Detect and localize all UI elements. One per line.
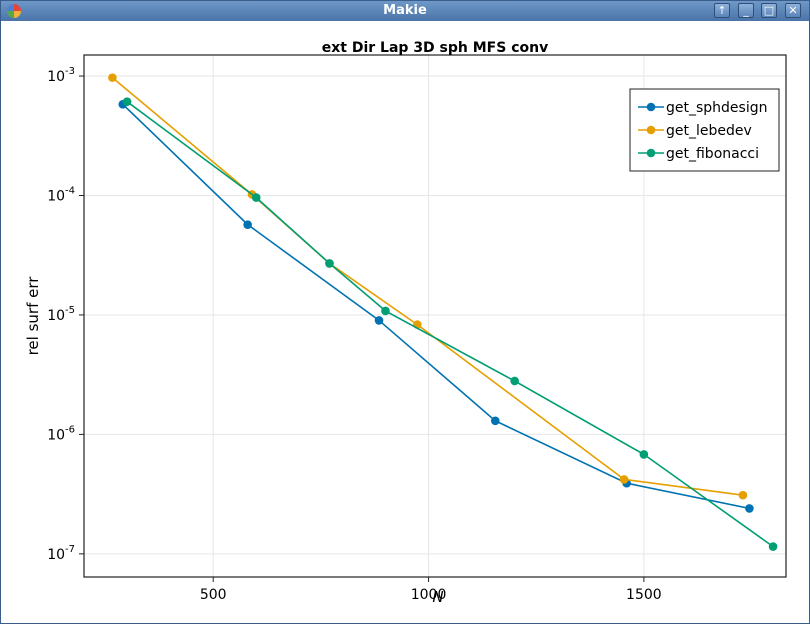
plot-canvas: ext Dir Lap 3D sph MFS conv N rel surf e… — [1, 21, 809, 627]
data-point — [745, 504, 754, 513]
series-lines — [108, 73, 778, 551]
data-point — [510, 376, 519, 386]
x-tick-label: 1000 — [411, 587, 447, 603]
legend-entry-label: get_sphdesign — [666, 100, 768, 116]
y-tick-label: 10-6 — [47, 424, 75, 443]
y-tick-label: 10-3 — [47, 66, 75, 85]
legend-swatch-marker — [646, 102, 656, 112]
data-point — [374, 316, 384, 325]
grid-lines — [84, 55, 786, 577]
data-point — [619, 475, 629, 484]
y-tick-label: 10-5 — [47, 305, 75, 324]
legend-swatch-marker — [646, 125, 656, 135]
legend-swatch-marker — [646, 148, 656, 158]
axis-ticks: 500 1000 1500 10-7 10-6 10-5 10-4 10-3 — [47, 66, 662, 603]
y-tick-label: 10-4 — [47, 185, 75, 204]
data-point — [325, 259, 334, 268]
legend: get_sphdesign get_lebedev get_fibonacci — [629, 88, 780, 172]
axes-frame — [83, 54, 787, 578]
maximize-button[interactable]: □ — [761, 3, 777, 18]
legend-entry-label: get_lebedev — [666, 123, 752, 139]
window-title: Makie — [383, 3, 427, 18]
makie-app-icon — [7, 4, 21, 18]
data-point — [251, 193, 261, 202]
x-axis-label: N — [432, 588, 443, 606]
series-line — [111, 76, 744, 496]
x-tick-label: 500 — [200, 587, 227, 603]
y-tick-label: 10-7 — [47, 544, 75, 563]
series-get-fibonacci — [122, 97, 778, 551]
chart-title: ext Dir Lap 3D sph MFS conv — [322, 40, 548, 56]
data-point — [243, 220, 252, 229]
series-line — [122, 103, 750, 510]
data-point — [122, 97, 132, 106]
keep-above-button[interactable]: ↑ — [714, 3, 730, 18]
data-point — [108, 73, 117, 82]
series-get-sphdesign — [118, 99, 754, 513]
data-point — [639, 450, 649, 459]
window-titlebar[interactable]: Makie ↑ _ □ ✕ — [1, 1, 809, 21]
minimize-button[interactable]: _ — [738, 3, 754, 18]
data-point — [381, 306, 390, 316]
close-button[interactable]: ✕ — [785, 3, 801, 18]
legend-entry-label: get_fibonacci — [666, 146, 759, 162]
chart-svg: ext Dir Lap 3D sph MFS conv N rel surf e… — [24, 40, 787, 606]
data-point — [490, 416, 500, 426]
data-point — [768, 542, 778, 551]
data-point — [738, 490, 748, 500]
y-axis-label: rel surf err — [24, 276, 42, 356]
x-tick-label: 1500 — [626, 587, 662, 603]
